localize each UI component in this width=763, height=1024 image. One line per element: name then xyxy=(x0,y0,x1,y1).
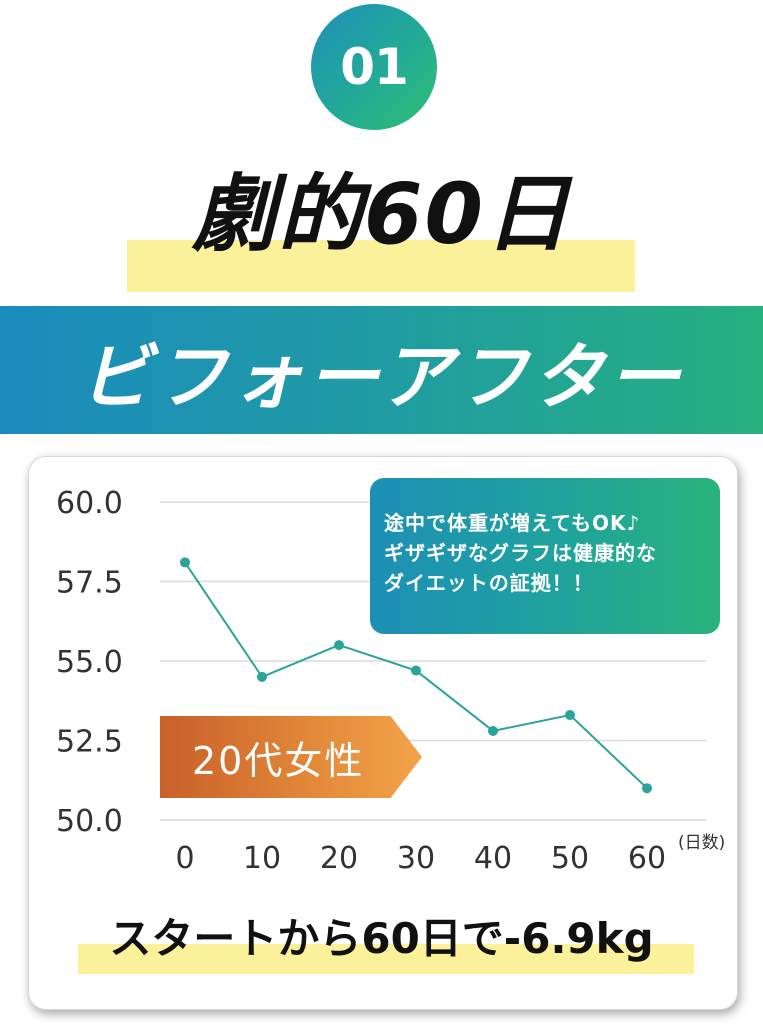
y-tick-label: 52.5 xyxy=(56,725,123,760)
result-text: スタートから60日で-6.9kg xyxy=(109,914,654,963)
x-tick-label: 60 xyxy=(628,841,666,876)
note-bubble: 途中で体重が増えてもOK♪ ギザギザなグラフは健康的な ダイエットの証拠！！ xyxy=(370,478,720,634)
x-tick-label: 30 xyxy=(397,841,435,876)
data-point xyxy=(488,725,498,736)
data-point xyxy=(334,640,344,651)
note-line-3: ダイエットの証拠！！ xyxy=(384,571,594,595)
page-title: 劇的60日 xyxy=(192,165,571,263)
x-tick-label: 10 xyxy=(243,841,281,876)
y-tick-label: 60.0 xyxy=(56,486,123,521)
x-tick-label: 40 xyxy=(474,841,512,876)
age-group-label: 20代女性 xyxy=(192,738,365,783)
data-point xyxy=(565,710,575,721)
y-tick-label: 50.0 xyxy=(56,804,123,839)
data-point xyxy=(411,665,421,676)
note-line-1: 途中で体重が増えてもOK♪ xyxy=(384,511,641,535)
note-line-2: ギザギザなグラフは健康的な xyxy=(384,541,657,565)
x-tick-label: 50 xyxy=(551,841,589,876)
y-tick-label: 57.5 xyxy=(56,566,123,601)
result-highlight xyxy=(78,944,694,974)
x-tick-label: 20 xyxy=(320,841,358,876)
x-axis-unit: (日数) xyxy=(678,833,725,853)
title-highlight xyxy=(127,240,635,292)
data-point xyxy=(257,671,267,682)
data-point xyxy=(642,783,652,794)
step-number-badge: 01 xyxy=(311,4,437,130)
banner-text: ビフォーアフター xyxy=(78,334,685,419)
before-after-banner: ビフォーアフター xyxy=(0,306,763,434)
y-tick-label: 55.0 xyxy=(56,645,123,680)
step-number: 01 xyxy=(340,38,409,96)
data-point xyxy=(180,557,190,568)
x-tick-label: 0 xyxy=(175,841,194,876)
age-group-tag: 20代女性 xyxy=(160,716,422,798)
